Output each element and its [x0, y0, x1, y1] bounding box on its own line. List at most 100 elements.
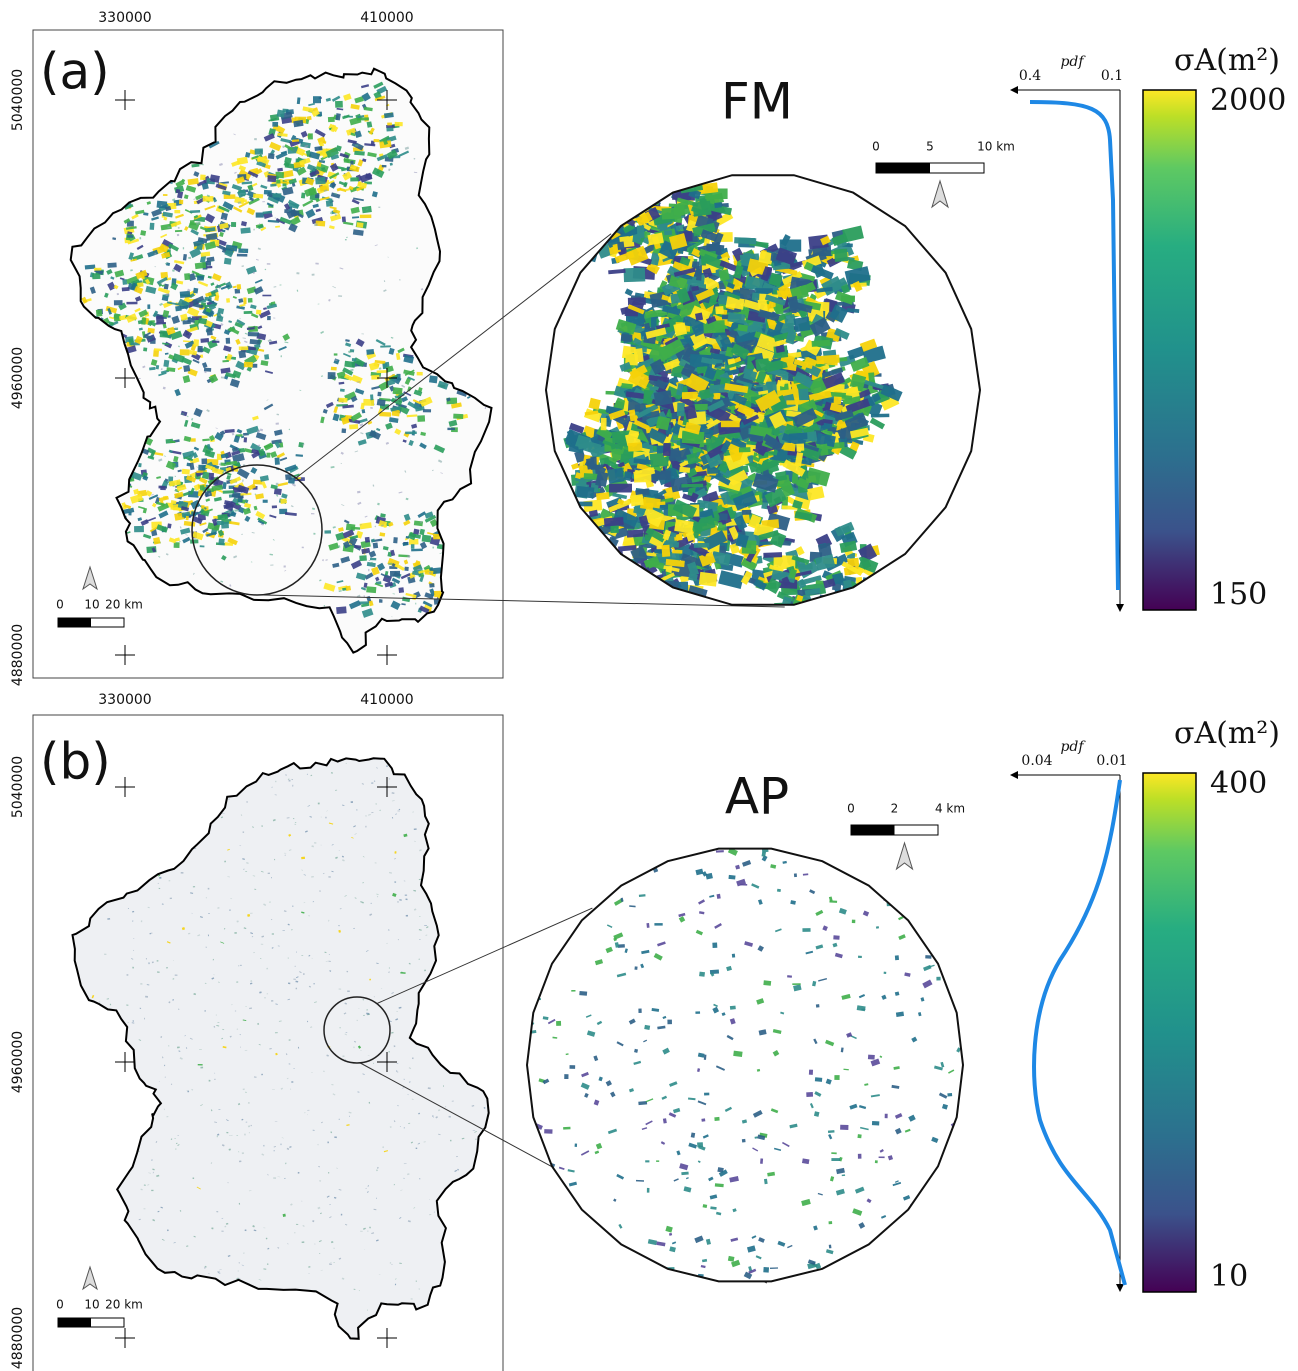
map-patch — [274, 488, 282, 495]
map-patch — [654, 390, 673, 406]
map-patch — [272, 193, 281, 197]
map-patch — [200, 175, 206, 181]
map-patch — [212, 341, 219, 343]
map-patch — [313, 533, 315, 535]
map-patch — [872, 581, 886, 595]
map-patch — [816, 580, 824, 584]
map-patch — [267, 453, 271, 458]
map-patch — [180, 291, 191, 298]
map-patch — [370, 558, 376, 561]
map-patch — [597, 544, 606, 559]
map-patch — [257, 430, 260, 433]
map-patch — [608, 183, 616, 190]
map-patch — [336, 606, 347, 614]
map-patch — [377, 399, 386, 406]
y-tick-label: 4880000 — [10, 624, 26, 686]
map-patch — [616, 563, 635, 580]
map-patch — [699, 572, 718, 587]
map-patch — [411, 549, 423, 552]
map-patch — [624, 583, 637, 598]
map-patch — [176, 189, 181, 193]
map-patch — [599, 576, 613, 589]
map-patch — [763, 552, 782, 558]
map-patch — [630, 587, 649, 598]
y-tick-label: 4880000 — [10, 1307, 26, 1369]
map-patch — [417, 415, 425, 422]
map-patch — [183, 365, 190, 372]
map-patch — [224, 258, 232, 265]
map-patch — [629, 202, 636, 210]
map-patch — [147, 304, 150, 309]
map-patch — [167, 523, 171, 528]
map-patch — [355, 145, 358, 147]
map-patch — [404, 567, 408, 571]
map-patch — [423, 409, 431, 412]
map-patch — [238, 350, 246, 358]
x-tick-label: 410000 — [360, 692, 413, 708]
map-patch — [194, 273, 195, 274]
map-patch — [139, 378, 141, 379]
map-patch — [417, 372, 423, 376]
map-patch — [368, 569, 369, 571]
map-patch — [538, 513, 541, 515]
map-patch — [253, 229, 255, 231]
map-patch — [603, 219, 615, 224]
map-patch — [382, 165, 387, 167]
map-patch — [617, 241, 624, 250]
map-patch — [198, 465, 205, 471]
map-patch — [167, 227, 170, 229]
map-patch — [175, 230, 182, 232]
map-patch — [204, 495, 205, 496]
map-patch — [614, 158, 635, 174]
map-patch — [840, 596, 856, 607]
map-patch — [854, 611, 862, 620]
map-patch — [632, 186, 644, 201]
panel: 504000049600004880000(b)01020 kmAP024 km… — [0, 710, 1280, 1371]
map-patch — [184, 273, 190, 280]
map-patch — [338, 545, 341, 548]
map-patch — [248, 298, 253, 303]
map-patch — [143, 347, 147, 351]
map-patch — [590, 561, 598, 567]
map-patch — [344, 361, 355, 368]
map-patch — [134, 526, 144, 532]
map-patch — [267, 263, 271, 265]
map-patch — [625, 589, 634, 601]
map-patch — [313, 96, 321, 103]
map-patch — [734, 237, 756, 244]
map-patch — [607, 468, 624, 484]
map-patch — [600, 208, 622, 212]
map-patch — [201, 458, 207, 464]
map-patch — [341, 463, 342, 464]
map-patch — [186, 516, 189, 520]
map-patch — [182, 469, 190, 475]
map-patch — [609, 596, 617, 602]
map-patch — [156, 365, 160, 369]
map-patch — [669, 450, 681, 461]
map-patch — [243, 298, 246, 305]
map-patch — [244, 311, 253, 314]
map-patch — [139, 237, 141, 239]
map-patch — [150, 223, 155, 230]
map-patch — [848, 608, 871, 621]
map-patch — [335, 101, 343, 108]
map-patch — [406, 536, 409, 539]
map-patch — [718, 295, 727, 305]
map-patch — [231, 222, 236, 227]
map-patch — [332, 200, 333, 201]
map-patch — [253, 272, 255, 274]
map-patch — [244, 437, 248, 442]
y-tick-label: 5040000 — [10, 69, 26, 131]
map-patch — [641, 180, 660, 186]
map-patch — [370, 394, 373, 400]
map-patch — [200, 545, 205, 547]
map-patch — [648, 182, 668, 198]
x-tick-label: 330000 — [98, 10, 151, 26]
map-patch — [239, 346, 248, 350]
map-patch — [597, 578, 616, 595]
map-patch — [603, 210, 623, 218]
map-patch — [377, 392, 381, 397]
scale-label: 20 km — [105, 598, 143, 612]
map-patch — [138, 320, 143, 324]
map-patch — [719, 269, 730, 281]
